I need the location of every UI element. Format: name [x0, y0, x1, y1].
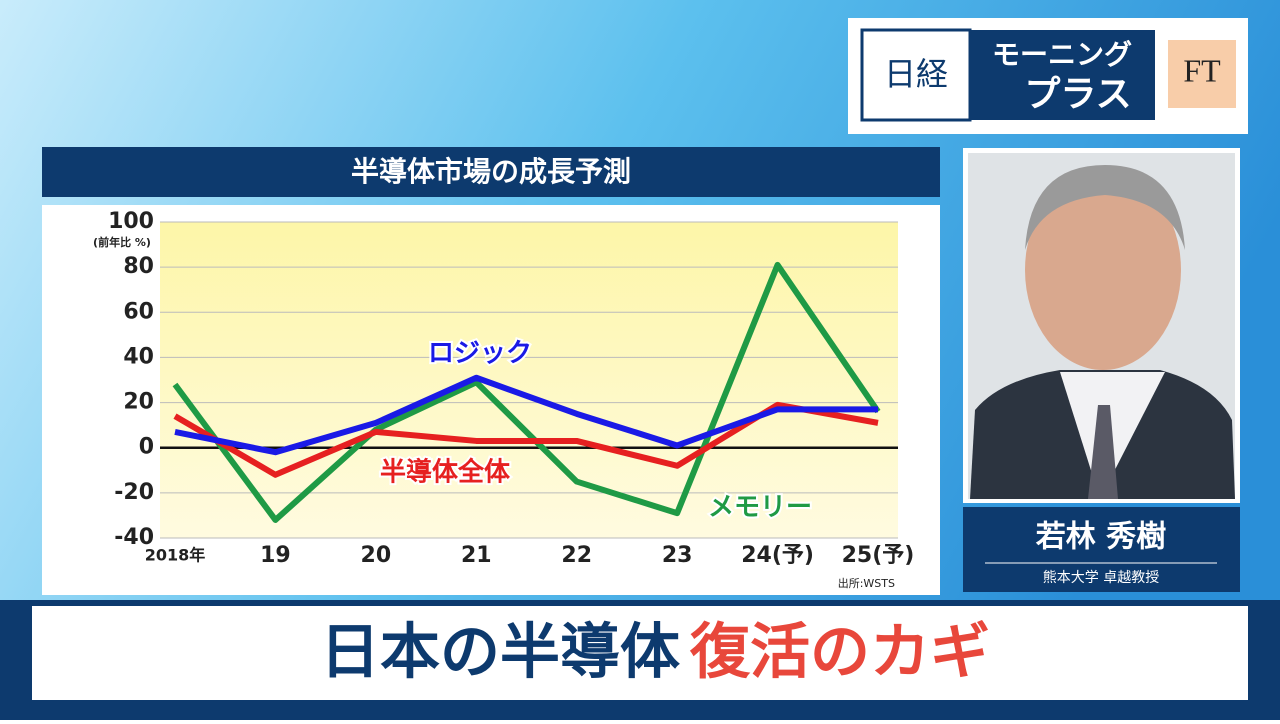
ft: FT	[1183, 52, 1221, 88]
program-box	[970, 30, 1155, 120]
caption-highlight: 復活のカギ	[689, 618, 990, 688]
series-line	[174, 374, 878, 456]
program-line2: プラス	[1024, 74, 1131, 115]
x-tick-label: 25(予)	[842, 543, 915, 568]
y-tick-label: -40	[114, 525, 154, 550]
name-box	[963, 507, 1240, 592]
y-tick-label: -20	[114, 480, 154, 505]
hair	[1025, 165, 1185, 250]
plot-area	[160, 222, 898, 538]
series-label: ロジック	[428, 339, 532, 369]
series-line	[172, 261, 881, 523]
series-label: メモリー	[708, 493, 812, 523]
x-tick-label: 2018年	[145, 546, 206, 565]
caption-box	[32, 606, 1248, 700]
face	[1025, 170, 1181, 370]
tie	[1088, 405, 1118, 499]
x-tick-label: 22	[561, 543, 592, 568]
y-tick-label: 100	[108, 209, 154, 234]
nikkei-box	[860, 28, 972, 122]
x-tick-label: 24(予)	[741, 543, 814, 568]
source: 出所:WSTS	[838, 576, 895, 590]
x-tick-label: 23	[662, 543, 693, 568]
y-axis-label: (前年比 %)	[93, 235, 151, 249]
guest-name: 若林 秀樹	[1036, 520, 1166, 555]
series-label: 半導体全体	[380, 457, 511, 488]
x-tick-label: 20	[361, 543, 392, 568]
ft-box	[1168, 40, 1236, 108]
caption-main: 日本の半導体	[320, 618, 680, 688]
guest-title: 熊本大学 卓越教授	[1043, 570, 1159, 586]
chart: -40 -20 0 20 40 60 80 100 2018年 19 20 21 22 23 24(予) 25…	[108, 209, 914, 568]
nikkei: 日経	[884, 55, 948, 93]
y-tick-label: 40	[123, 344, 154, 369]
y-tick-label: 20	[123, 390, 154, 415]
x-tick-label: 19	[260, 543, 291, 568]
x-tick-label: 21	[461, 543, 492, 568]
y-tick-label: 60	[123, 299, 154, 324]
y-tick-label: 0	[139, 435, 154, 460]
program-line1: モーニング	[992, 38, 1132, 71]
chart-title-bar	[42, 147, 940, 197]
chart-title: 半導体市場の成長予測	[351, 155, 631, 188]
y-tick-label: 80	[123, 254, 154, 279]
